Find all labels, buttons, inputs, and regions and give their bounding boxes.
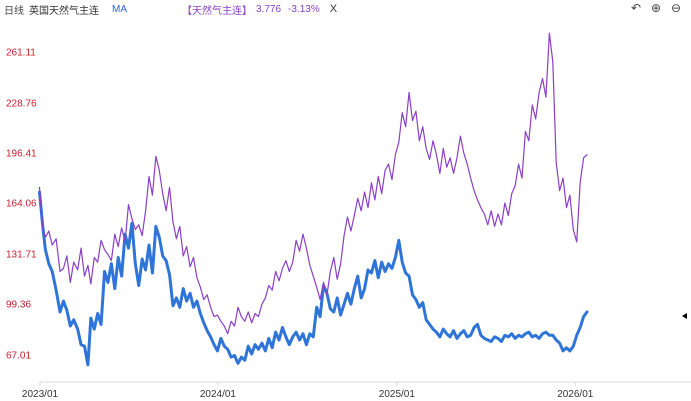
- legend-close-button[interactable]: X: [329, 3, 338, 15]
- y-tick-label: 67.01: [6, 350, 32, 362]
- period-label[interactable]: 日线: [4, 5, 24, 17]
- y-tick-label: 228.76: [6, 98, 37, 110]
- symbol-label[interactable]: 英国天然气主连: [29, 5, 99, 17]
- y-tick-label: 196.41: [6, 148, 37, 160]
- y-tick-label: 131.71: [6, 249, 37, 261]
- toolbar-icons: ↶ ⊕ ⊖: [630, 2, 682, 14]
- zoom-out-icon[interactable]: ⊖: [670, 1, 682, 15]
- series-line-blue: [38, 190, 589, 367]
- y-tick-label: 261.11: [6, 47, 36, 59]
- ma-button[interactable]: MA: [112, 3, 127, 15]
- zoom-in-icon[interactable]: ⊕: [650, 1, 662, 15]
- legend-name: 【天然气主连】: [182, 5, 252, 17]
- x-tick-label: 2026/01: [557, 389, 594, 400]
- y-tick-label: 164.06: [6, 198, 37, 210]
- undo-icon[interactable]: ↶: [630, 1, 642, 15]
- right-edge-marker: [682, 313, 687, 319]
- series-line-purple: [38, 32, 588, 335]
- x-tick-label: 2024/01: [199, 389, 236, 400]
- x-tick-label: 2025/01: [378, 389, 415, 400]
- y-tick-label: 99.36: [6, 299, 32, 311]
- x-tick-label: 2023/01: [21, 389, 59, 400]
- legend-value: 3.776: [256, 3, 282, 15]
- legend-change: -3.13%: [288, 3, 320, 15]
- chart-toolbar: 日线 英国天然气主连 MA 【天然气主连】 3.776 -3.13% X ↶ ⊕…: [0, 0, 691, 18]
- legend-entry: 【天然气主连】 3.776 -3.13% X: [182, 2, 337, 17]
